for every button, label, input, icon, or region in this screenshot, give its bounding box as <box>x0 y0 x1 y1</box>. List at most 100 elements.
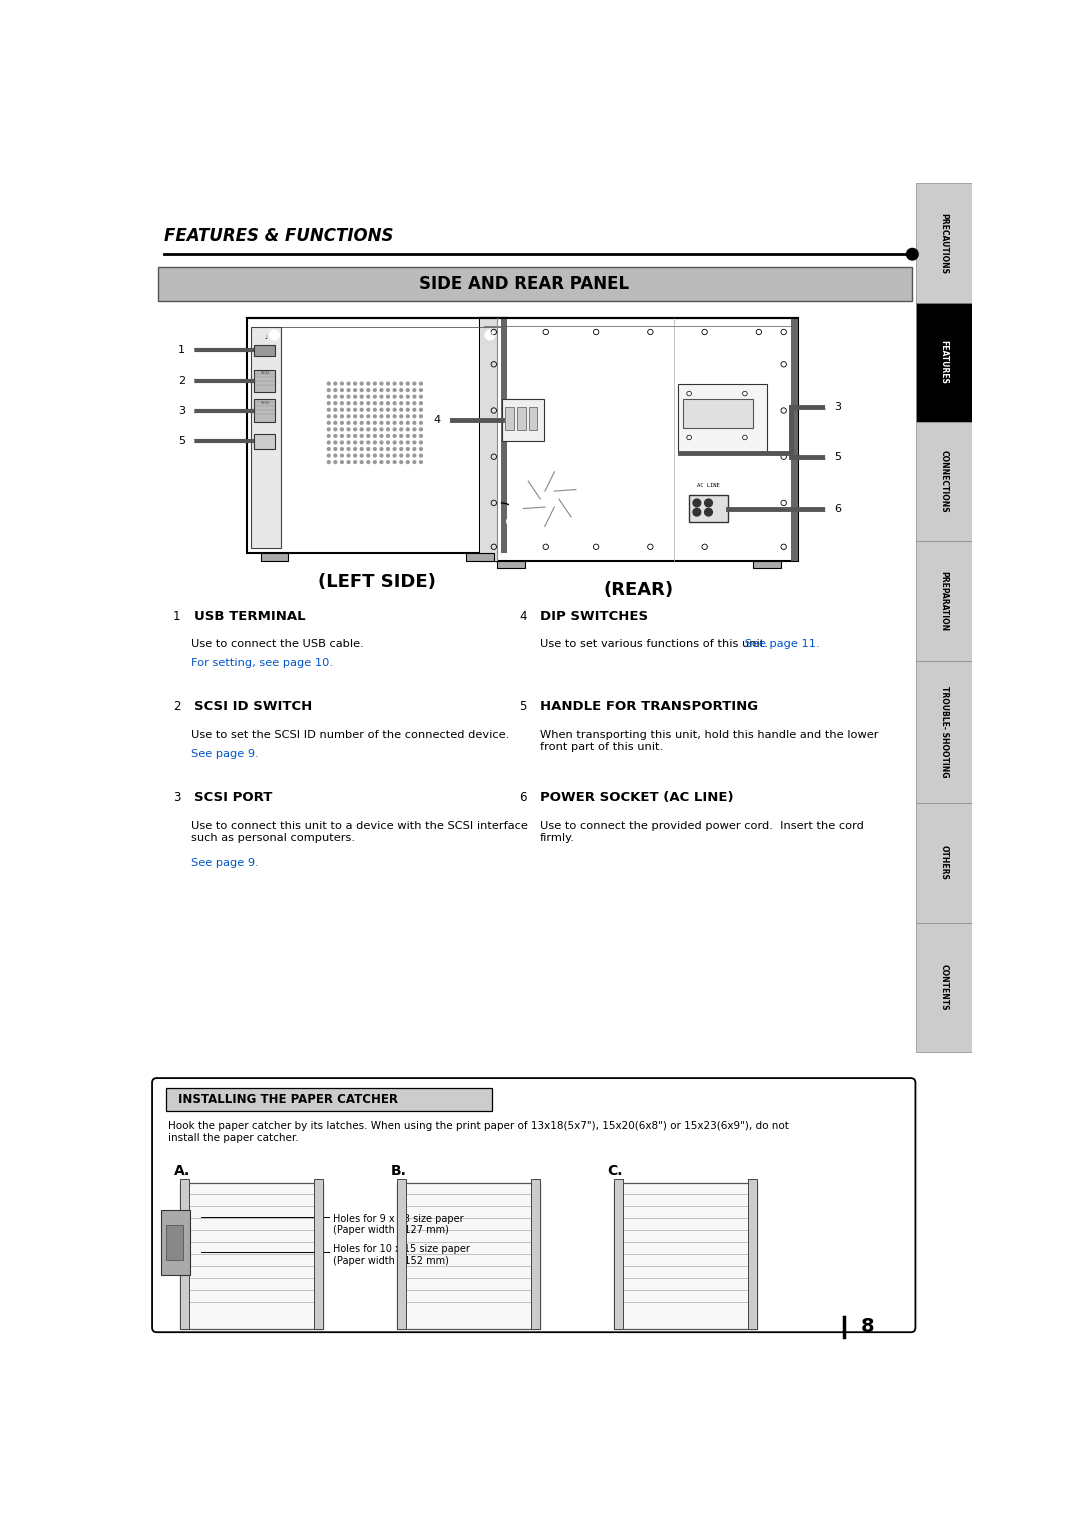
Circle shape <box>164 695 189 718</box>
Text: FEATURES: FEATURES <box>940 341 948 385</box>
Text: 1: 1 <box>178 345 185 356</box>
Circle shape <box>374 422 376 425</box>
Circle shape <box>374 461 376 463</box>
Circle shape <box>387 422 390 425</box>
Text: PREPARATION: PREPARATION <box>940 571 948 631</box>
Circle shape <box>340 382 343 385</box>
Bar <box>531 1180 540 1329</box>
Text: A.: A. <box>174 1163 190 1178</box>
Text: HANDLE FOR TRANSPORTING: HANDLE FOR TRANSPORTING <box>540 700 758 714</box>
Circle shape <box>400 434 403 437</box>
Circle shape <box>340 434 343 437</box>
Circle shape <box>334 416 337 417</box>
Circle shape <box>374 434 376 437</box>
Text: 5: 5 <box>178 437 185 446</box>
Circle shape <box>387 396 390 397</box>
Circle shape <box>354 454 356 457</box>
Circle shape <box>532 483 567 516</box>
Text: AC LINE: AC LINE <box>697 483 720 489</box>
Circle shape <box>354 428 356 431</box>
Circle shape <box>400 448 403 451</box>
Circle shape <box>393 402 396 405</box>
Circle shape <box>327 396 330 397</box>
Circle shape <box>347 428 350 431</box>
Circle shape <box>367 416 369 417</box>
Circle shape <box>826 445 850 469</box>
Circle shape <box>393 454 396 457</box>
Circle shape <box>400 402 403 405</box>
Bar <box>255 399 275 422</box>
Circle shape <box>420 402 422 405</box>
Circle shape <box>164 785 189 810</box>
Bar <box>916 422 972 541</box>
Circle shape <box>380 448 382 451</box>
Bar <box>314 1180 323 1329</box>
Circle shape <box>420 434 422 437</box>
Circle shape <box>361 388 363 391</box>
Circle shape <box>400 416 403 417</box>
Circle shape <box>400 454 403 457</box>
Circle shape <box>420 422 422 425</box>
Circle shape <box>693 500 701 507</box>
Circle shape <box>340 408 343 411</box>
Circle shape <box>367 396 369 397</box>
Circle shape <box>393 416 396 417</box>
Circle shape <box>400 442 403 443</box>
Circle shape <box>374 396 376 397</box>
Text: 2: 2 <box>173 700 180 714</box>
Text: PRECAUTIONS: PRECAUTIONS <box>940 212 948 274</box>
Text: 4: 4 <box>519 610 527 622</box>
Circle shape <box>327 448 330 451</box>
Text: 3: 3 <box>178 405 185 416</box>
Circle shape <box>334 454 337 457</box>
Bar <box>529 406 537 429</box>
Text: FEATURES & FUNCTIONS: FEATURES & FUNCTIONS <box>164 226 394 244</box>
Circle shape <box>380 402 382 405</box>
Circle shape <box>367 448 369 451</box>
Text: SCSI PORT: SCSI PORT <box>194 792 272 804</box>
Circle shape <box>380 454 382 457</box>
Circle shape <box>426 408 449 432</box>
Circle shape <box>354 416 356 417</box>
Text: 5: 5 <box>835 452 841 461</box>
Circle shape <box>334 442 337 443</box>
Circle shape <box>327 454 330 457</box>
Text: POWER SOCKET (AC LINE): POWER SOCKET (AC LINE) <box>540 792 734 804</box>
Circle shape <box>525 474 575 524</box>
Circle shape <box>340 388 343 391</box>
Bar <box>677 384 767 452</box>
Circle shape <box>420 448 422 451</box>
Text: CONNECTIONS: CONNECTIONS <box>940 451 948 513</box>
Circle shape <box>406 428 409 431</box>
Text: (LEFT SIDE): (LEFT SIDE) <box>319 573 436 591</box>
Circle shape <box>327 422 330 425</box>
Circle shape <box>361 448 363 451</box>
Circle shape <box>340 422 343 425</box>
Circle shape <box>413 416 416 417</box>
Circle shape <box>511 695 535 718</box>
Circle shape <box>170 339 193 362</box>
Circle shape <box>393 434 396 437</box>
Text: CONTENTS: CONTENTS <box>940 964 948 1010</box>
Text: C.: C. <box>608 1163 623 1178</box>
Bar <box>497 561 525 568</box>
Circle shape <box>327 428 330 431</box>
Circle shape <box>693 509 701 516</box>
Circle shape <box>340 428 343 431</box>
Circle shape <box>361 461 363 463</box>
Circle shape <box>374 454 376 457</box>
Text: When transporting this unit, hold this handle and the lower
front part of this u: When transporting this unit, hold this h… <box>540 730 878 752</box>
Circle shape <box>393 442 396 443</box>
Bar <box>683 399 753 428</box>
Circle shape <box>406 422 409 425</box>
Bar <box>247 318 507 553</box>
Circle shape <box>340 442 343 443</box>
Circle shape <box>334 448 337 451</box>
Circle shape <box>420 454 422 457</box>
Text: OTHERS: OTHERS <box>940 845 948 880</box>
Circle shape <box>400 461 403 463</box>
Bar <box>517 406 526 429</box>
Circle shape <box>327 388 330 391</box>
Circle shape <box>413 388 416 391</box>
Bar <box>397 1183 540 1329</box>
